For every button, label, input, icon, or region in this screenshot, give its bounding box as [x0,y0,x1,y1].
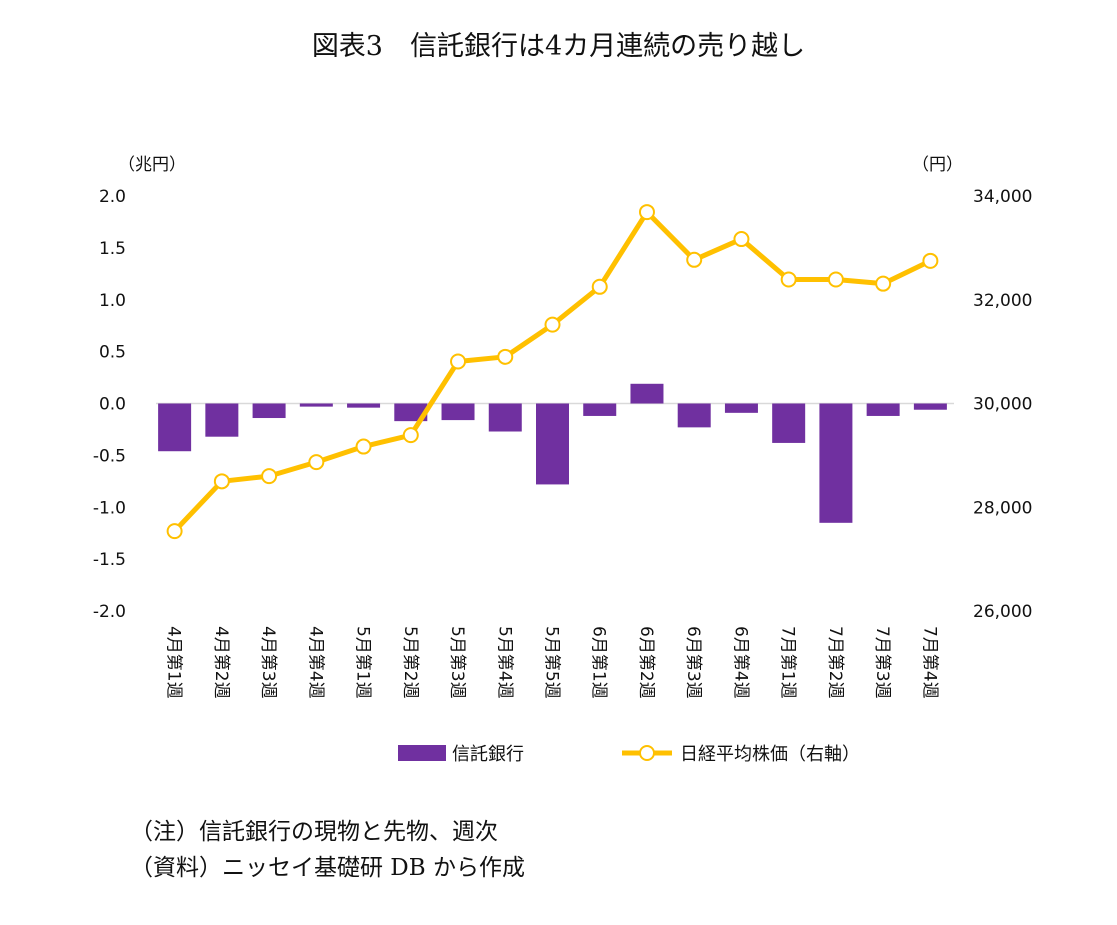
left-tick-label: 0.0 [99,395,126,415]
bar [347,403,381,408]
right-axis-label: （円） [912,155,963,175]
right-tick-label: 28,000 [973,498,1032,518]
left-tick-label: -1.5 [93,550,126,570]
category-label: 6月第4週 [730,626,750,699]
bar [488,403,522,432]
source-text: （資料）ニッセイ基礎研 DB から作成 [130,855,525,881]
right-tick-label: 30,000 [973,395,1032,415]
legend-label-bar: 信託銀行 [452,744,524,765]
note-text: （注）信託銀行の現物と先物、週次 [130,819,498,845]
nikkei-point [544,316,561,333]
nikkei-point [213,473,230,490]
bar [724,403,758,413]
bar [158,403,192,452]
left-axis-label: （兆円） [118,155,186,175]
nikkei-point [450,353,467,370]
left-tick-label: -0.5 [93,446,126,466]
nikkei-point [166,523,183,540]
category-label: 5月第2週 [400,626,420,699]
nikkei-point [780,271,797,288]
legend-label-line: 日経平均株価（右軸） [680,744,860,765]
nikkei-point [308,454,325,471]
nikkei-point [922,252,939,269]
left-tick-label: 0.5 [99,343,126,363]
category-label: 6月第1週 [589,626,609,699]
bar [205,403,239,437]
bar [299,403,333,407]
nikkei-point [638,204,655,221]
nikkei-point [402,427,419,444]
category-label: 6月第3週 [683,626,703,699]
category-label: 7月第1週 [778,626,798,699]
category-label: 5月第4週 [494,626,514,699]
bar [583,403,617,416]
right-tick-label: 32,000 [973,291,1032,311]
category-label: 7月第4週 [919,626,939,699]
legend: 信託銀行 日経平均株価（右軸） [398,744,860,765]
bar [394,403,428,422]
category-label: 4月第4週 [305,626,325,699]
category-label: 4月第3週 [258,626,278,699]
nikkei-point [875,275,892,292]
bar [630,383,664,404]
category-label: 4月第1週 [164,626,184,699]
left-tick-label: 2.0 [99,187,126,207]
left-tick-label: -2.0 [93,602,126,622]
category-label: 7月第3週 [872,626,892,699]
category-label: 5月第5週 [542,626,562,699]
legend-swatch-bar [398,745,446,761]
category-label: 5月第3週 [447,626,467,699]
nikkei-point [355,438,372,455]
legend-swatch-marker [639,745,655,761]
bar [536,403,569,485]
bar [441,403,475,421]
right-tick-label: 34,000 [973,187,1032,207]
nikkei-point [686,251,703,268]
nikkei-point [497,348,514,365]
nikkei-point [827,271,844,288]
category-label: 7月第2週 [825,626,845,699]
bar [252,403,286,419]
left-tick-label: -1.0 [93,498,126,518]
nikkei-point [733,231,750,248]
category-label: 5月第1週 [353,626,373,699]
left-tick-label: 1.5 [99,239,126,259]
category-label: 6月第2週 [636,626,656,699]
bar [819,403,853,523]
category-label: 4月第2週 [211,626,231,699]
right-tick-label: 26,000 [973,602,1032,622]
bar [866,403,900,416]
nikkei-point [591,278,608,295]
left-tick-label: 1.0 [99,291,126,311]
bar [677,403,711,428]
nikkei-point [261,468,278,485]
bar [772,403,806,443]
bar [913,403,947,410]
chart-title: 図表3 信託銀行は4カ月連続の売り越し [311,31,806,62]
